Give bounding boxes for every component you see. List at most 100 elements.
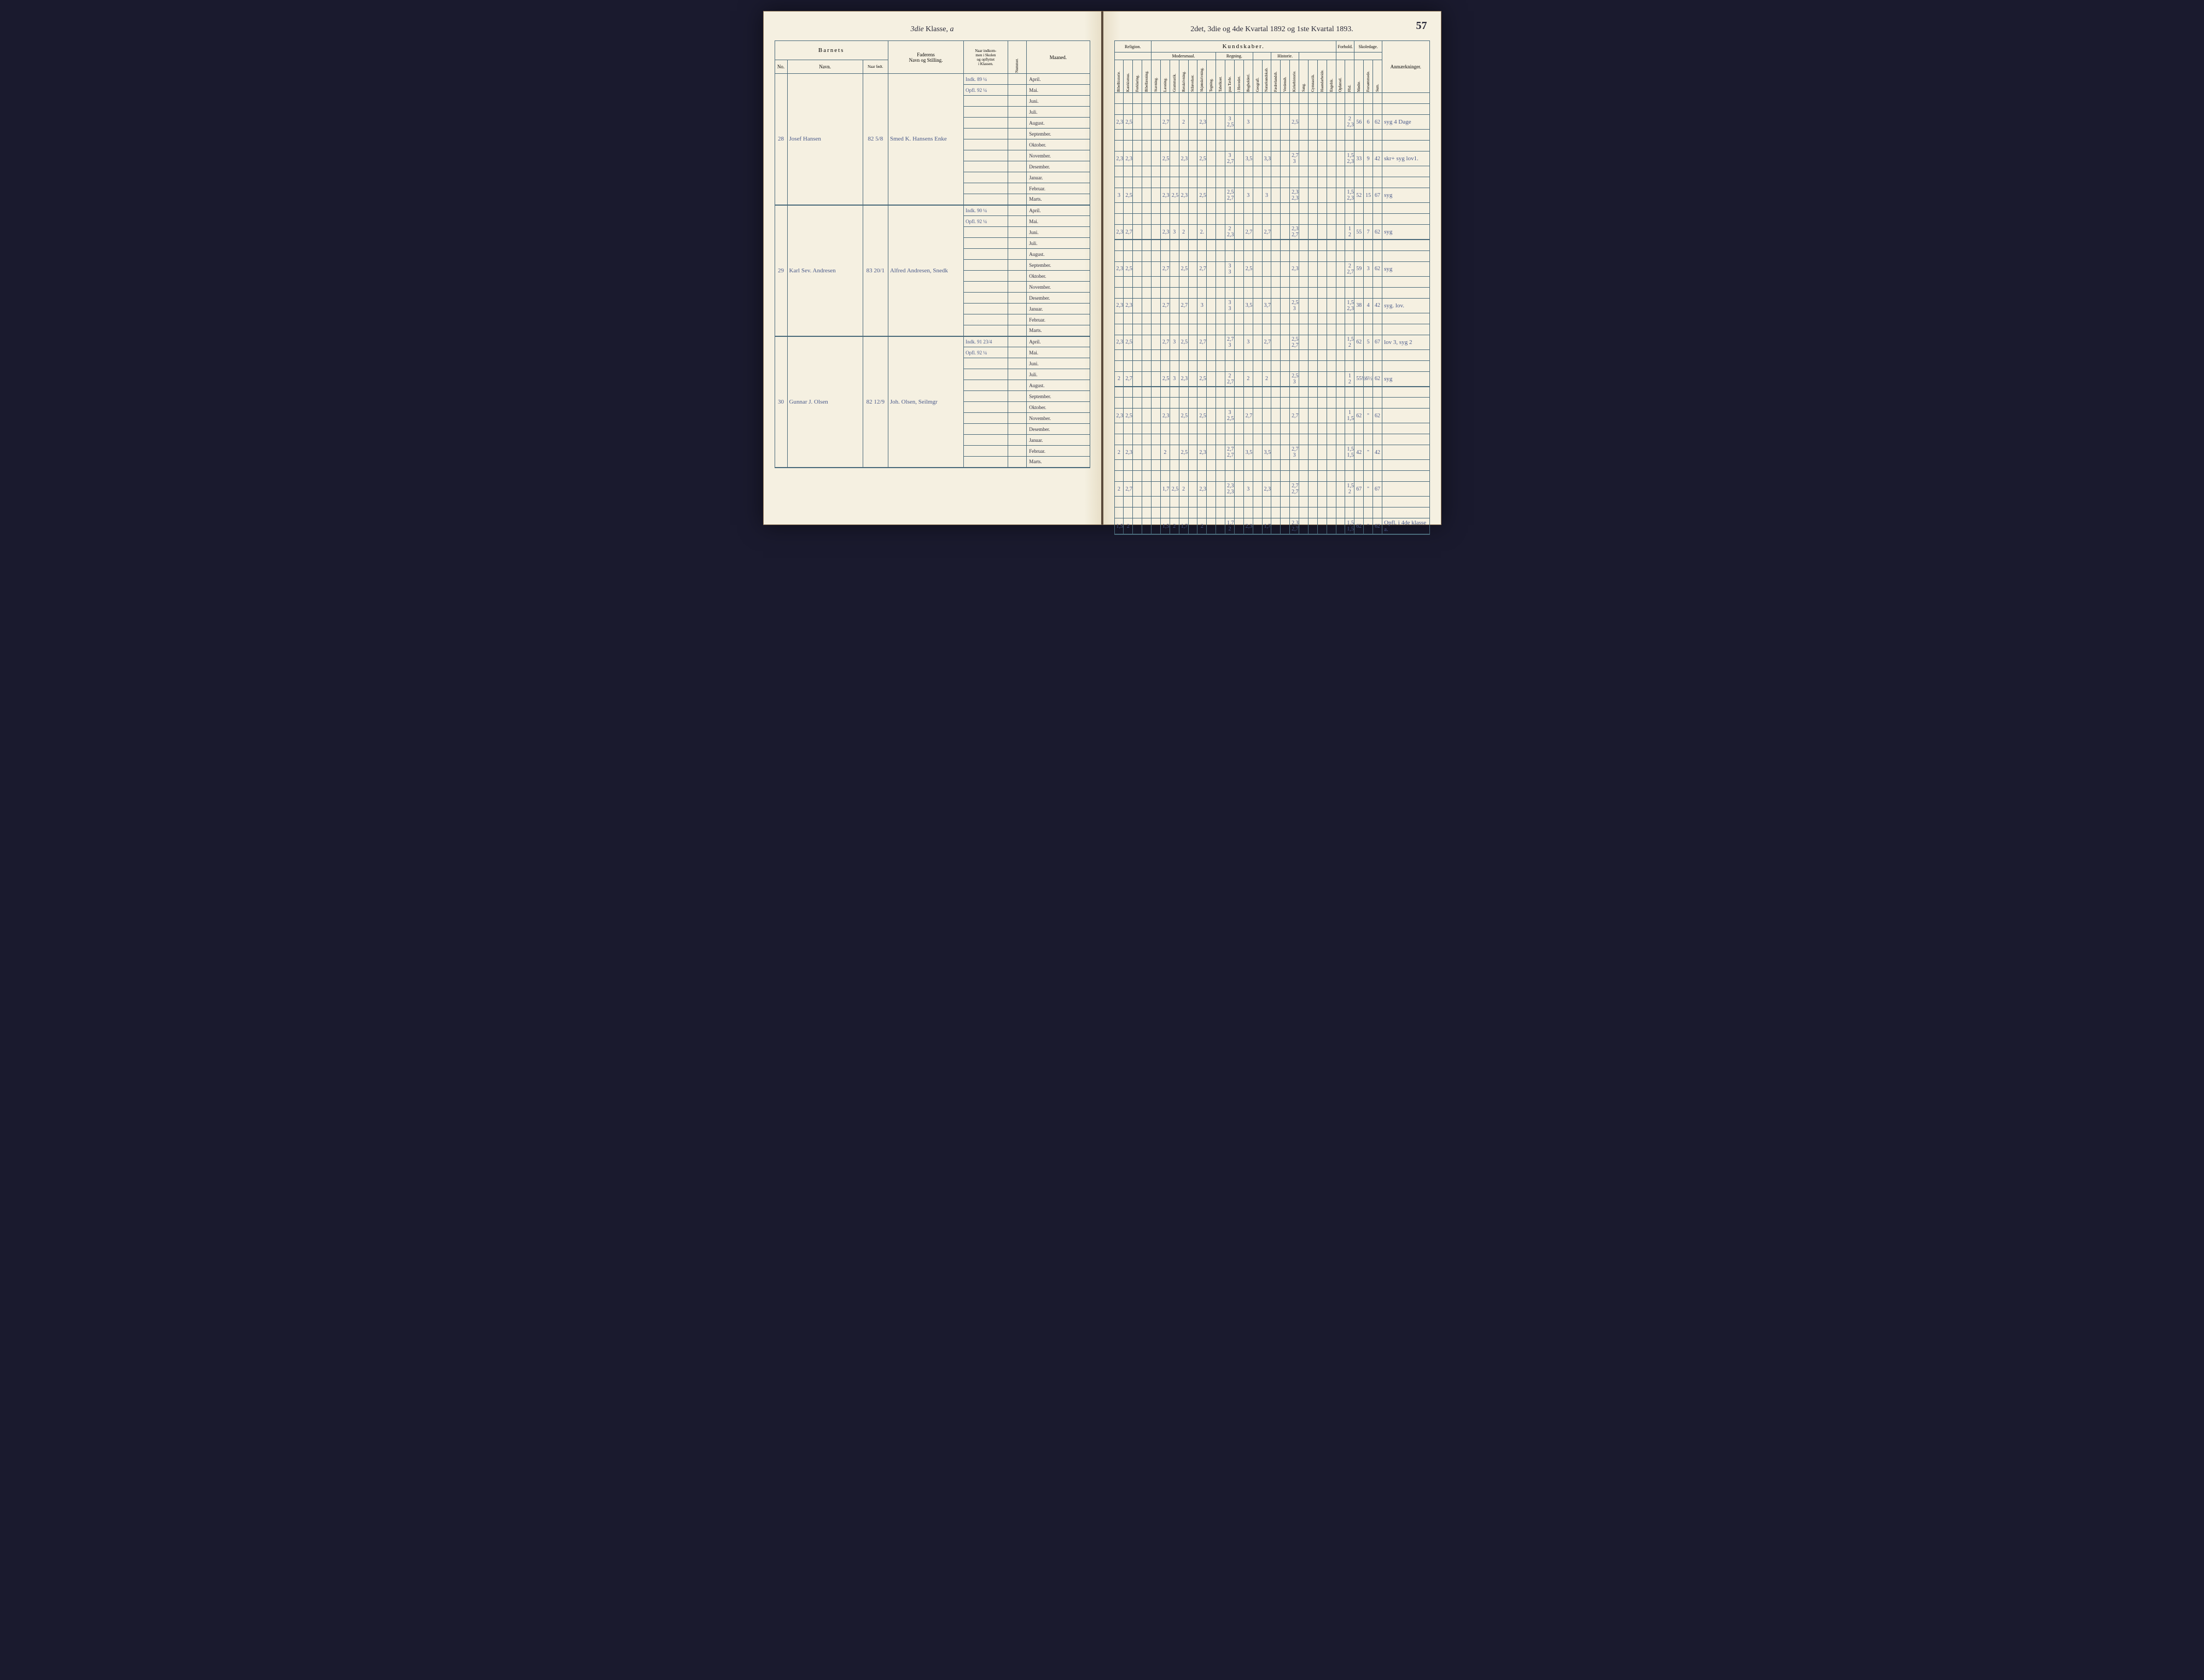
grade-cell: [1114, 423, 1124, 434]
grade-cell: [1317, 214, 1327, 225]
grade-cell: [1345, 104, 1354, 115]
col-14: Bogholderi.: [1243, 60, 1253, 93]
grade-cell: [1243, 203, 1253, 214]
grade-cell: [1271, 409, 1281, 423]
grade-cell: [1354, 141, 1364, 151]
grade-cell: [1152, 409, 1161, 423]
grade-cell: [1308, 188, 1317, 203]
grade-cell: [1299, 177, 1309, 188]
anm-cell: Opfl. i 4de klasse a.: [1382, 518, 1429, 535]
grade-cell: [1179, 423, 1188, 434]
grade-cell: [1133, 240, 1142, 250]
grade-cell: [1216, 349, 1225, 360]
grade-cell: 2,7: [1243, 225, 1253, 240]
grade-cell: [1271, 130, 1281, 141]
grade-cell: [1336, 445, 1345, 460]
anm-cell: [1382, 93, 1429, 104]
grade-cell: [1142, 371, 1152, 387]
grade-cell: [1133, 508, 1142, 518]
grade-cell: [1197, 387, 1207, 398]
indk-blank: [964, 380, 1008, 391]
grade-cell: [1317, 349, 1327, 360]
grade-cell: [1317, 298, 1327, 313]
grade-cell: 2: [1179, 225, 1188, 240]
grade-cell: [1253, 93, 1262, 104]
grade-cell: [1188, 497, 1197, 508]
grade-cell: [1336, 214, 1345, 225]
grade-cell: [1253, 214, 1262, 225]
grade-cell: [1308, 214, 1317, 225]
grade-cell: [1197, 287, 1207, 298]
grade-cell: [1317, 497, 1327, 508]
grade-cell: [1364, 434, 1373, 445]
grade-cell: [1281, 482, 1290, 497]
grade-cell: [1364, 387, 1373, 398]
grade-cell: [1170, 93, 1179, 104]
grade-cell: 2,5 3: [1290, 371, 1299, 387]
grade-cell: [1271, 371, 1281, 387]
ledger-book: 3die Klasse, a Barnets Faderens Navn og …: [763, 11, 1441, 525]
grade-cell: [1364, 203, 1373, 214]
grade-cell: [1317, 141, 1327, 151]
grade-cell: [1234, 298, 1243, 313]
grade-cell: [1317, 335, 1327, 349]
grade-cell: [1262, 398, 1271, 409]
anm-cell: [1382, 482, 1429, 497]
grade-cell: [1234, 166, 1243, 177]
anm-cell: [1382, 409, 1429, 423]
grade-cell: [1327, 471, 1336, 482]
grade-cell: [1188, 104, 1197, 115]
grade-cell: [1364, 313, 1373, 324]
grade-cell: [1170, 240, 1179, 250]
month-cell: November.: [1027, 150, 1090, 161]
grade-cell: [1290, 130, 1299, 141]
opfl-cell: Opfl. 92 ¼: [964, 347, 1008, 358]
grade-cell: [1114, 240, 1124, 250]
grade-cell: 1,5: [1114, 518, 1124, 535]
grade-cell: [1124, 313, 1133, 324]
father-cell: Joh. Olsen, Seilmgr: [888, 336, 963, 468]
grade-cell: 2,3: [1114, 115, 1124, 130]
grade-cell: [1262, 115, 1271, 130]
grade-cell: [1281, 423, 1290, 434]
grade-cell: [1160, 423, 1170, 434]
grade-cell: [1262, 349, 1271, 360]
grade-cell: [1253, 313, 1262, 324]
grade-cell: [1373, 214, 1382, 225]
grade-cell: 2,5 3: [1290, 298, 1299, 313]
anm-cell: lov 3, syg 2: [1382, 335, 1429, 349]
grade-cell: [1225, 166, 1235, 177]
grade-cell: [1373, 287, 1382, 298]
grade-cell: [1317, 225, 1327, 240]
grade-cell: [1114, 497, 1124, 508]
grade-cell: [1152, 460, 1161, 471]
grade-cell: 2,3: [1179, 371, 1188, 387]
grade-cell: [1225, 313, 1235, 324]
grade-cell: [1281, 188, 1290, 203]
grade-cell: 2,3: [1197, 445, 1207, 460]
grade-cell: [1364, 250, 1373, 261]
grade-cell: [1124, 240, 1133, 250]
grade-cell: 2: [1197, 518, 1207, 535]
grade-cell: [1152, 177, 1161, 188]
col-4: Stavning.: [1152, 60, 1161, 93]
grade-cell: ": [1364, 409, 1373, 423]
grade-cell: [1234, 225, 1243, 240]
grade-cell: [1234, 115, 1243, 130]
indk-blank: [964, 107, 1008, 118]
grade-cell: [1133, 188, 1142, 203]
month-cell: September.: [1027, 260, 1090, 271]
grade-cell: [1317, 445, 1327, 460]
grade-cell: [1234, 445, 1243, 460]
grade-cell: [1160, 324, 1170, 335]
grade-cell: [1197, 360, 1207, 371]
grade-cell: [1124, 287, 1133, 298]
grade-cell: [1179, 177, 1188, 188]
grade-cell: [1243, 387, 1253, 398]
indk-blank: [964, 249, 1008, 260]
month-cell: Marts.: [1027, 457, 1090, 468]
grade-cell: [1152, 214, 1161, 225]
grade-cell: [1253, 188, 1262, 203]
grade-cell: [1152, 141, 1161, 151]
grade-cell: [1225, 434, 1235, 445]
